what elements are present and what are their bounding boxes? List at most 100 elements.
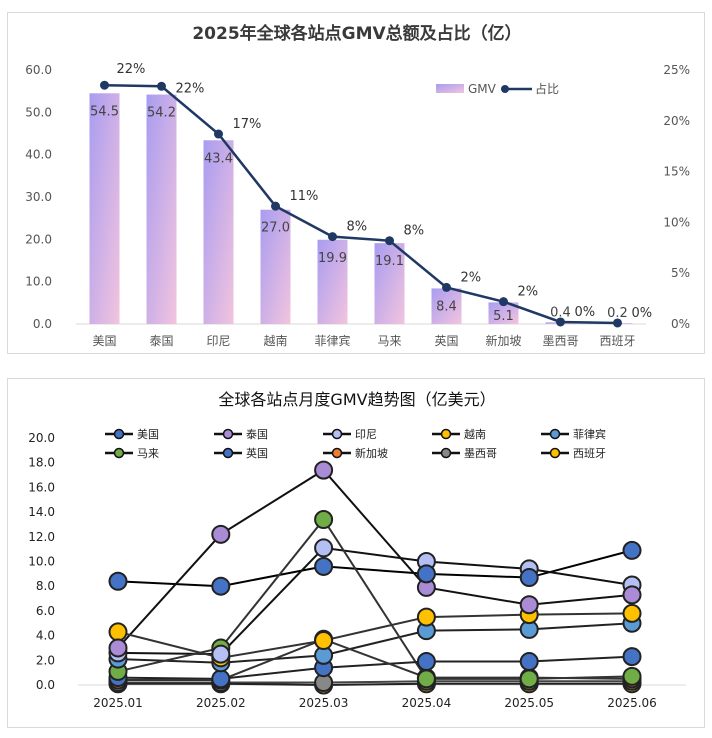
x-category-label: 新加坡 — [485, 333, 521, 348]
share-point — [328, 232, 337, 242]
series-line — [117, 517, 633, 680]
y-tick-label: 6.0 — [36, 604, 55, 618]
legend: GMV 占比 — [436, 81, 559, 96]
series-line — [118, 682, 632, 687]
share-data-label: 2% — [518, 285, 539, 300]
gmv-bar — [203, 140, 234, 324]
x-tick-label: 2025.02 — [196, 696, 246, 710]
y-tick-label: 16.0 — [28, 480, 55, 494]
legend-label: 越南 — [464, 427, 486, 441]
gmv-bar — [431, 288, 462, 324]
series-point — [211, 644, 231, 664]
legend-share-label: 占比 — [535, 81, 559, 96]
series-point — [108, 638, 128, 658]
series-point — [622, 603, 642, 623]
monthly-trend-chart-panel: 全球各站点月度GMV趋势图（亿美元） 美国 泰国 印尼 越南 菲律宾 马来 英国 新加坡 墨西哥… — [7, 378, 705, 728]
share-data-label: 8% — [404, 224, 425, 239]
legend-marker — [331, 447, 343, 459]
legend-label: 印尼 — [355, 428, 377, 441]
y-tick-label: 18.0 — [28, 456, 55, 470]
gmv-data-label: 54.5 — [90, 104, 119, 119]
x-category-label: 泰国 — [149, 334, 173, 348]
x-tick-label: 2025.01 — [93, 696, 143, 710]
series-point — [519, 669, 539, 689]
series-point — [519, 652, 539, 672]
legend-marker — [113, 447, 125, 459]
gmv-bar — [374, 243, 405, 324]
series-line — [118, 680, 632, 684]
series-point — [519, 568, 539, 588]
series-point — [211, 524, 231, 544]
gmv-data-label: 27.0 — [261, 221, 290, 236]
legend-label: 新加坡 — [355, 446, 388, 460]
gmv-bar — [146, 94, 177, 324]
x-tick-label: 2025.05 — [504, 696, 554, 710]
series-point — [416, 652, 436, 672]
x-category-label: 美国 — [92, 334, 116, 348]
share-point — [442, 282, 451, 292]
gmv-data-label: 8.4 — [436, 299, 457, 314]
x-category-label: 西班牙 — [599, 334, 635, 348]
share-line — [104, 83, 618, 325]
x-category-label: 菲律宾 — [314, 333, 350, 348]
gmv-bar — [488, 302, 519, 324]
share-point — [271, 201, 280, 211]
legend-gmv-label: GMV — [468, 82, 497, 96]
share-point — [100, 80, 109, 90]
series-point — [519, 595, 539, 615]
series-point — [416, 564, 436, 584]
y-left-tick-label: 30.0 — [25, 190, 52, 204]
share-point — [157, 81, 166, 91]
series-point — [314, 538, 334, 558]
x-category-label: 墨西哥 — [542, 334, 578, 348]
x-tick-label: 2025.06 — [607, 696, 657, 710]
y-left-tick-label: 0.0 — [33, 317, 52, 331]
gmv-data-label: 5.1 — [493, 309, 514, 324]
series-point — [622, 647, 642, 667]
y-right-tick-label: 5% — [671, 266, 690, 280]
series-line — [117, 549, 633, 588]
series-point — [622, 585, 642, 605]
share-data-label: 17% — [233, 117, 262, 132]
series-line — [117, 468, 633, 649]
series-line — [117, 655, 633, 680]
series-point — [416, 607, 436, 627]
legend-label: 马来 — [137, 447, 159, 460]
y-left-tick-label: 10.0 — [25, 275, 52, 289]
legend-gmv-swatch — [436, 84, 464, 93]
x-category-label: 马来 — [377, 334, 401, 348]
y-right-tick-label: 0% — [671, 317, 690, 331]
share-data-label: 0% — [575, 305, 596, 320]
share-point — [556, 317, 565, 327]
series-point — [314, 460, 334, 480]
legend-label: 菲律宾 — [573, 427, 606, 441]
x-category-label: 越南 — [263, 333, 287, 348]
y-tick-label: 0.0 — [36, 678, 55, 692]
share-data-label: 11% — [290, 189, 319, 204]
series-point — [211, 576, 231, 596]
gmv-data-label: 19.9 — [318, 251, 347, 266]
y-right-tick-label: 15% — [663, 165, 690, 179]
legend-marker — [113, 428, 125, 440]
gmv-bar — [260, 209, 291, 324]
legend-marker — [440, 428, 452, 440]
legend-marker — [331, 428, 343, 440]
legend-marker — [549, 447, 561, 459]
y-tick-label: 2.0 — [36, 653, 55, 667]
y-right-tick-label: 20% — [663, 114, 690, 128]
legend-marker — [222, 428, 234, 440]
gmv-data-label: 0.2 — [607, 306, 628, 321]
y-tick-label: 4.0 — [36, 629, 55, 643]
y-tick-label: 8.0 — [36, 579, 55, 593]
y-left-tick-label: 50.0 — [25, 105, 52, 119]
y-left-tick-label: 40.0 — [25, 148, 52, 162]
legend-label: 英国 — [246, 446, 268, 460]
share-point — [613, 318, 622, 328]
x-category-label: 英国 — [434, 334, 458, 348]
series-point — [314, 556, 334, 576]
legend-marker — [440, 447, 452, 459]
series-point — [108, 622, 128, 642]
legend-label: 美国 — [137, 428, 159, 441]
y-right-tick-label: 10% — [663, 215, 690, 229]
